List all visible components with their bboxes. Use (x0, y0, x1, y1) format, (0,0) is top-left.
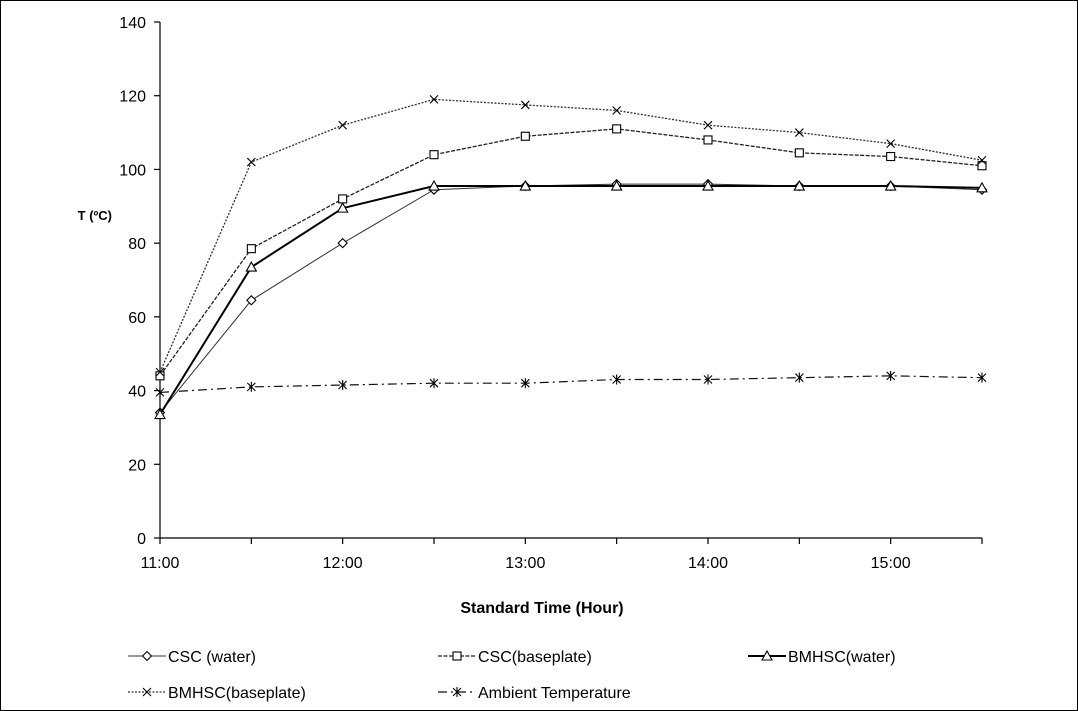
data-point (702, 179, 714, 191)
y-axis: 0 20 40 60 80 100 120 140 (119, 15, 161, 548)
legend-label: Ambient Temperature (478, 685, 631, 702)
data-point (610, 179, 623, 191)
x-tick-label: 15:00 (871, 555, 911, 572)
x-tick-label: 12:00 (323, 555, 363, 572)
data-point (884, 179, 897, 191)
x-axis-label: Standard Time (Hour) (460, 600, 623, 617)
data-point (429, 150, 439, 160)
y-axis-label: T (ºC) (78, 208, 112, 223)
data-point (155, 367, 165, 377)
data-point (794, 372, 804, 383)
data-point (886, 151, 896, 162)
series-3 (154, 179, 988, 420)
series-line (159, 185, 983, 416)
data-point (794, 148, 804, 158)
data-point (337, 237, 348, 249)
data-point (703, 135, 713, 145)
x-tick-label: 11:00 (141, 555, 180, 572)
legend-label: CSC (water) (168, 649, 256, 666)
data-point (886, 139, 896, 149)
data-point (429, 95, 439, 104)
data-point (246, 244, 256, 254)
legend-item: BMHSC(water) (748, 649, 896, 666)
x-axis: 11:00 12:00 13:00 14:00 15:00 (141, 537, 983, 572)
legend-label: BMHSC(baseplate) (168, 685, 306, 702)
data-point (338, 120, 348, 130)
data-point (519, 179, 532, 191)
legend: CSC (water) CSC(baseplate) BMHSC(water) BMH… (128, 649, 896, 702)
legend-marker (141, 650, 153, 662)
legend-item: CSC(baseplate) (438, 649, 592, 666)
series-1 (154, 178, 988, 418)
series-line (159, 128, 983, 377)
data-point (428, 179, 440, 191)
legend-item: Ambient Temperature (438, 685, 631, 702)
y-tick-label: 100 (119, 162, 146, 179)
legend-item: BMHSC(baseplate) (128, 685, 306, 702)
legend-marker (452, 687, 462, 697)
y-tick-label: 120 (119, 89, 146, 106)
data-point (794, 128, 804, 137)
series-5 (155, 370, 987, 398)
data-point (155, 371, 165, 381)
series-4 (155, 95, 987, 377)
series-line (159, 183, 983, 414)
legend-label: CSC(baseplate) (478, 649, 592, 666)
y-tick-label: 0 (137, 531, 146, 548)
data-point (703, 120, 713, 130)
series-line (159, 375, 983, 394)
data-point (520, 100, 530, 110)
x-tick-label: 13:00 (505, 555, 545, 572)
data-point (245, 260, 258, 272)
series-layer (154, 95, 988, 420)
data-point (520, 378, 530, 389)
y-tick-label: 20 (128, 457, 146, 474)
data-point (429, 378, 439, 389)
y-tick-label: 60 (128, 310, 146, 327)
data-point (154, 408, 166, 420)
legend-item: CSC (water) (128, 649, 256, 666)
data-point (886, 370, 896, 381)
series-2 (155, 124, 987, 381)
data-point (793, 179, 806, 191)
data-point (977, 372, 987, 383)
data-point (246, 381, 256, 392)
y-tick-label: 140 (119, 15, 146, 32)
data-point (977, 155, 987, 165)
data-point (155, 387, 165, 398)
data-point (246, 294, 257, 306)
data-point (612, 124, 622, 134)
legend-label: BMHSC(water) (788, 649, 896, 666)
data-point (703, 374, 713, 385)
y-tick-label: 80 (128, 236, 146, 253)
data-point (520, 131, 530, 141)
data-point (336, 201, 349, 213)
data-point (612, 374, 622, 385)
series-line (159, 98, 983, 373)
y-tick-label: 40 (128, 384, 146, 401)
legend-marker (761, 649, 773, 661)
data-point (977, 161, 987, 171)
x-tick-label: 14:00 (688, 555, 728, 572)
legend-marker (142, 687, 152, 697)
data-point (338, 194, 348, 204)
data-point (338, 380, 348, 391)
data-point (246, 157, 256, 167)
data-point (976, 181, 988, 193)
data-point (612, 106, 622, 115)
legend-marker (452, 651, 462, 661)
